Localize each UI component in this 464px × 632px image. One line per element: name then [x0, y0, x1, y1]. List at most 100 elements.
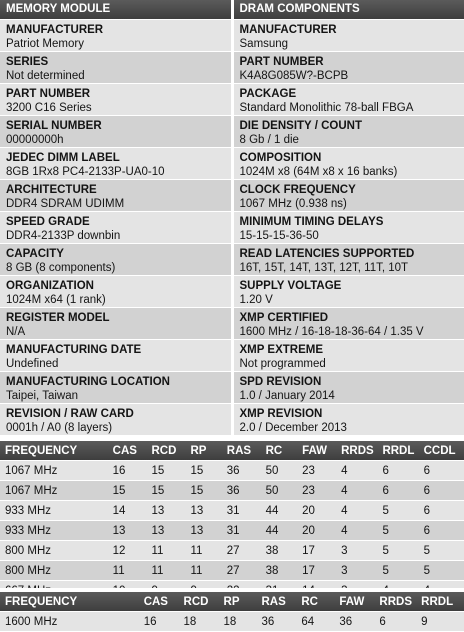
- module-info-row: CAPACITY 8 GB (8 components): [0, 243, 231, 275]
- table-cell: 13: [146, 520, 186, 540]
- table-cell: 13: [185, 500, 222, 520]
- jedec-timings-table: FREQUENCY CAS RCD RP RAS RC FAW RRDS RRDL CCDL 10…: [0, 441, 464, 600]
- module-info-row: ORGANIZATION 1024M x64 (1 rank): [0, 275, 231, 307]
- table-cell: 11: [146, 560, 186, 580]
- table-cell: 6: [418, 460, 464, 480]
- component-info-row-label: PART NUMBER: [239, 56, 324, 68]
- component-info-row-value: 16T, 15T, 14T, 13T, 12T, 11T, 10T: [239, 262, 409, 274]
- component-info-row: SUPPLY VOLTAGE 1.20 V: [233, 275, 464, 307]
- module-info-row-value: Taipei, Taiwan: [6, 390, 79, 402]
- component-info-row: READ LATENCIES SUPPORTED 16T, 15T, 14T, 1…: [233, 243, 464, 275]
- module-info-row-value: N/A: [6, 326, 26, 338]
- component-info-row-label: MANUFACTURER: [239, 24, 337, 36]
- module-info-row-value: Not determined: [6, 70, 85, 82]
- component-info-row: DIE DENSITY / COUNT 8 Gb / 1 die: [233, 115, 464, 147]
- module-info-row-label: ARCHITECTURE: [6, 184, 97, 196]
- table-cell: 15: [185, 480, 222, 500]
- column-header: FREQUENCY: [0, 441, 108, 460]
- module-info-row-label: MANUFACTURER: [6, 24, 104, 36]
- table-cell: 16: [107, 460, 147, 480]
- table-cell: 4: [336, 480, 378, 500]
- column-header: RRDL: [377, 441, 419, 460]
- module-info-row: ARCHITECTURE DDR4 SDRAM UDIMM: [0, 179, 231, 211]
- module-info-row-label: SERIAL NUMBER: [6, 120, 102, 132]
- column-header: RRDL: [416, 592, 464, 611]
- component-info-row: XMP REVISION 2.0 / December 2013: [233, 403, 464, 435]
- module-info-row: REGISTER MODEL N/A: [0, 307, 231, 339]
- module-info-row: MANUFACTURER Patriot Memory: [0, 19, 231, 51]
- component-info-row: MINIMUM TIMING DELAYS 15-15-15-36-50: [233, 211, 464, 243]
- table-cell: 6: [418, 520, 464, 540]
- table-row: 933 MHz 13 13 13 31 44 20 4 5 6: [0, 520, 464, 540]
- table-row: 1600 MHz 16 18 18 36 64 36 6 9: [0, 611, 464, 631]
- module-info-row-label: JEDEC DIMM LABEL: [6, 152, 120, 164]
- table-cell: 31: [221, 500, 261, 520]
- module-info-row-label: SERIES: [6, 56, 49, 68]
- table-separator: [0, 588, 464, 592]
- module-info-row-value: 1024M x64 (1 rank): [6, 294, 106, 306]
- column-header: RAS: [221, 441, 261, 460]
- table-cell: 800 MHz: [0, 540, 108, 560]
- table-cell: 15: [185, 460, 222, 480]
- table-cell: 13: [146, 500, 186, 520]
- module-info-row: PART NUMBER 3200 C16 Series: [0, 83, 231, 115]
- component-info-row-label: XMP REVISION: [239, 408, 323, 420]
- component-info-row: MANUFACTURER Samsung: [233, 19, 464, 51]
- table-cell: 11: [107, 560, 147, 580]
- table-cell: 20: [297, 520, 337, 540]
- table-cell: 933 MHz: [0, 520, 108, 540]
- table-cell: 17: [297, 540, 337, 560]
- table-cell: 38: [260, 540, 298, 560]
- table-cell: 4: [336, 500, 378, 520]
- table-cell: 5: [377, 500, 419, 520]
- component-info-row: XMP EXTREME Not programmed: [233, 339, 464, 371]
- module-info-row-value: 3200 C16 Series: [6, 102, 92, 114]
- component-info-row-label: SUPPLY VOLTAGE: [239, 280, 342, 292]
- component-info-row: COMPOSITION 1024M x8 (64M x8 x 16 banks): [233, 147, 464, 179]
- table-row: 1067 MHz 15 15 15 36 50 23 4 6 6: [0, 480, 464, 500]
- table-cell: 23: [297, 480, 337, 500]
- table-cell: 6: [418, 480, 464, 500]
- module-info-row-value: Undefined: [6, 358, 59, 370]
- table-cell: 14: [107, 500, 147, 520]
- table-cell: 12: [107, 540, 147, 560]
- module-info-row-value: 8 GB (8 components): [6, 262, 116, 274]
- table-cell: 18: [218, 611, 257, 631]
- table-cell: 44: [260, 500, 298, 520]
- table-cell: 20: [297, 500, 337, 520]
- table-cell: 933 MHz: [0, 500, 108, 520]
- table-cell: 18: [178, 611, 219, 631]
- table-cell: 800 MHz: [0, 560, 108, 580]
- table-cell: 23: [297, 460, 337, 480]
- component-info-row-label: XMP CERTIFIED: [239, 312, 329, 324]
- table-cell: 36: [221, 480, 261, 500]
- table-cell: 50: [260, 460, 298, 480]
- module-info-row: SERIAL NUMBER 00000000h: [0, 115, 231, 147]
- table-cell: 5: [377, 540, 419, 560]
- column-header: CCDL: [418, 441, 464, 460]
- component-info-row-label: CLOCK FREQUENCY: [239, 184, 356, 196]
- module-info-row-label: REGISTER MODEL: [6, 312, 110, 324]
- table-cell: 36: [256, 611, 297, 631]
- module-info-row-label: REVISION / RAW CARD: [6, 408, 134, 420]
- component-info-row-value: 1024M x8 (64M x8 x 16 banks): [239, 166, 398, 178]
- table-cell: 13: [185, 520, 222, 540]
- component-info-row-value: K4A8G085W?-BCPB: [239, 70, 349, 82]
- module-info-row-value: 8GB 1Rx8 PC4-2133P-UA0-10: [6, 166, 165, 178]
- component-info-row-label: READ LATENCIES SUPPORTED: [239, 248, 415, 260]
- table-cell: 5: [377, 520, 419, 540]
- column-header: RC: [296, 592, 335, 611]
- table-cell: 5: [418, 540, 464, 560]
- component-info-row-value: 2.0 / December 2013: [239, 422, 347, 434]
- table-cell: 6: [377, 480, 419, 500]
- table-cell: 64: [296, 611, 335, 631]
- dram-components-column: DRAM COMPONENTS MANUFACTURER Samsung PART …: [233, 0, 464, 435]
- component-info-row-value: 15-15-15-36-50: [239, 230, 319, 242]
- component-info-row-label: DIE DENSITY / COUNT: [239, 120, 362, 132]
- table-cell: 15: [107, 480, 147, 500]
- module-info-row: SERIES Not determined: [0, 51, 231, 83]
- table-cell: 15: [146, 460, 186, 480]
- table-cell: 6: [374, 611, 417, 631]
- module-info-row-label: PART NUMBER: [6, 88, 91, 100]
